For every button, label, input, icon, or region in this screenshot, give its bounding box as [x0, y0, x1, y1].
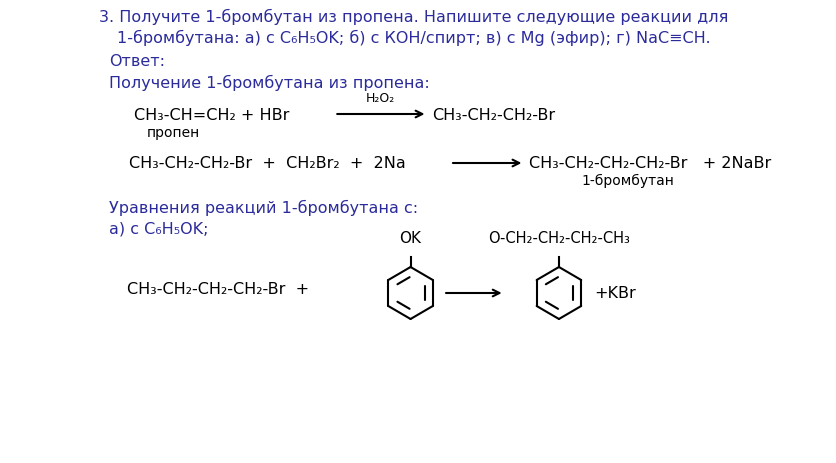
Text: а) с C₆H₅OK;: а) с C₆H₅OK; — [109, 221, 208, 236]
Text: O-CH₂-CH₂-CH₂-CH₃: O-CH₂-CH₂-CH₂-CH₃ — [488, 231, 630, 245]
Text: CH₃-CH₂-CH₂-Br  +  CH₂Br₂  +  2Na: CH₃-CH₂-CH₂-Br + CH₂Br₂ + 2Na — [129, 156, 405, 171]
Text: CH₃-CH=CH₂ + HBr: CH₃-CH=CH₂ + HBr — [134, 107, 289, 122]
Text: Уравнения реакций 1-бромбутана с:: Уравнения реакций 1-бромбутана с: — [109, 200, 418, 216]
Text: 3. Получите 1-бромбутан из пропена. Напишите следующие реакции для: 3. Получите 1-бромбутан из пропена. Напи… — [99, 9, 728, 25]
Text: CH₃-CH₂-CH₂-CH₂-Br  +: CH₃-CH₂-CH₂-CH₂-Br + — [126, 281, 308, 296]
Text: +KBr: +KBr — [594, 286, 636, 301]
Text: OK: OK — [400, 231, 421, 245]
Text: Получение 1-бромбутана из пропена:: Получение 1-бромбутана из пропена: — [109, 75, 430, 91]
Text: CH₃-CH₂-CH₂-Br: CH₃-CH₂-CH₂-Br — [432, 107, 555, 122]
Text: 1-бромбутана: а) с C₆H₅OK; б) с КОН/спирт; в) с Mg (эфир); г) NaC≡CH.: 1-бромбутана: а) с C₆H₅OK; б) с КОН/спир… — [117, 30, 711, 46]
Text: пропен: пропен — [146, 126, 200, 140]
Text: Ответ:: Ответ: — [109, 54, 165, 69]
Text: 1-бромбутан: 1-бромбутан — [582, 174, 675, 188]
Text: H₂O₂: H₂O₂ — [366, 92, 395, 105]
Text: CH₃-CH₂-CH₂-CH₂-Br   + 2NaBr: CH₃-CH₂-CH₂-CH₂-Br + 2NaBr — [529, 156, 772, 171]
